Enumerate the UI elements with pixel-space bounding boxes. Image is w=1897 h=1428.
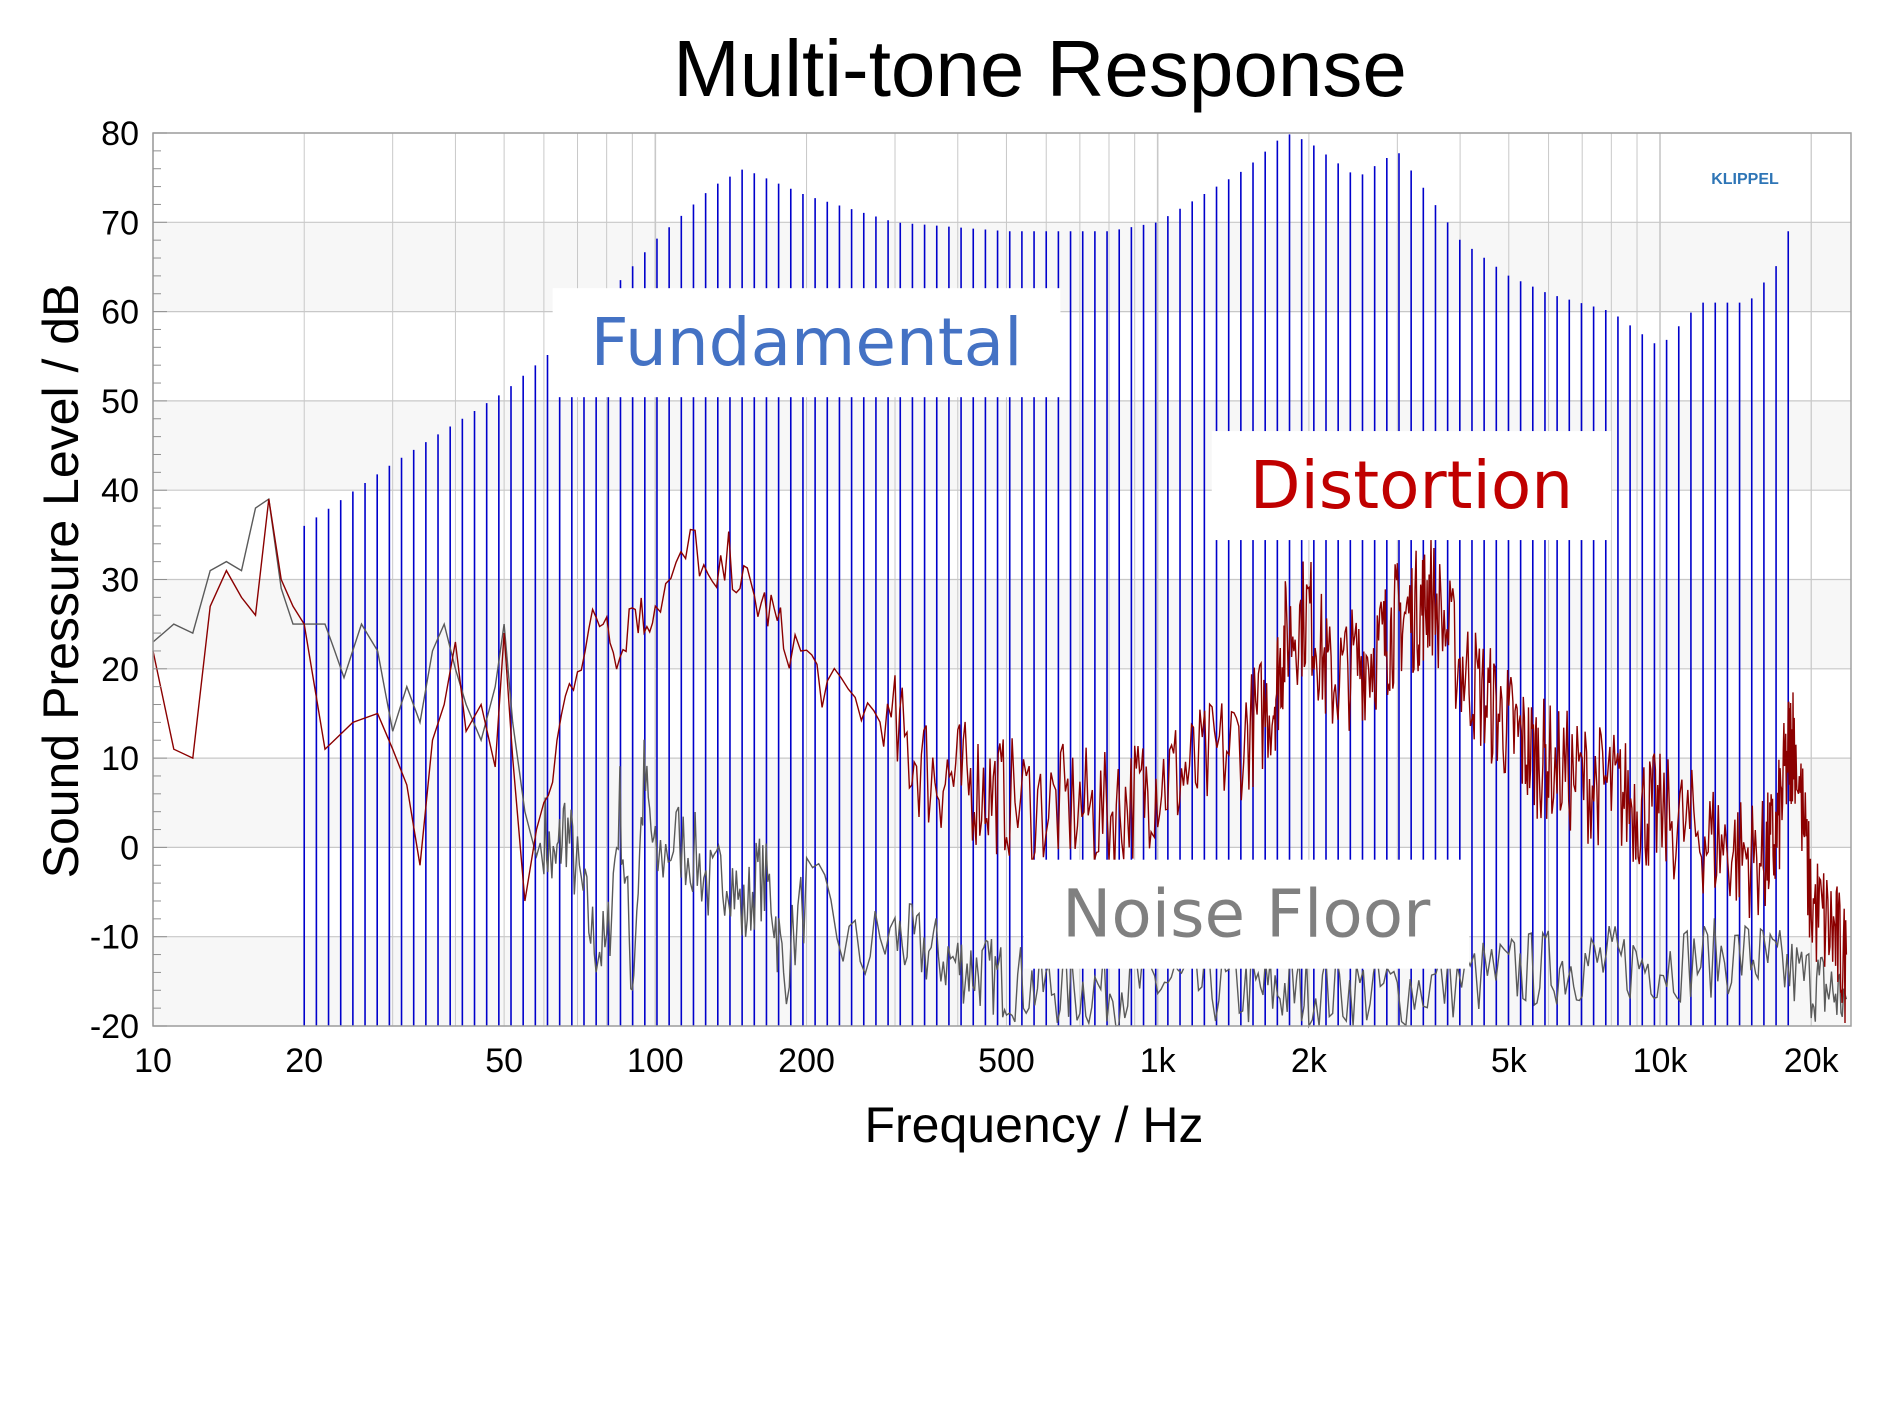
distortion-line <box>152 498 1848 1024</box>
y-tick-label: -10 <box>90 919 139 957</box>
y-tick-label: 30 <box>101 562 139 600</box>
y-tick-label: 20 <box>101 651 139 689</box>
series-distortion <box>152 498 1848 1024</box>
x-tick-label: 1k <box>1140 1042 1177 1080</box>
y-tick-label: 50 <box>101 383 139 421</box>
annotation-label: Fundamental <box>591 304 1023 381</box>
noise-floor-line <box>152 497 1848 1029</box>
x-tick-label: 50 <box>485 1042 523 1080</box>
x-tick-label: 2k <box>1291 1042 1328 1080</box>
x-tick-label: 20k <box>1784 1042 1840 1080</box>
chart-title: Multi-tone Response <box>673 24 1407 113</box>
annotation-label: Noise Floor <box>1062 876 1431 953</box>
y-tick-label: 40 <box>101 472 139 510</box>
x-tick-label: 100 <box>627 1042 684 1080</box>
annotation-box <box>1023 859 1470 969</box>
x-tick-label: 200 <box>778 1042 835 1080</box>
band <box>153 579 1851 669</box>
annotation-noise-floor: Noise Floor <box>1023 859 1470 969</box>
x-tick-label: 20 <box>285 1042 323 1080</box>
y-axis-title: Sound Pressure Level / dB <box>33 284 89 879</box>
brand-klippel: KLIPPEL <box>1711 171 1779 188</box>
y-tick-label: -20 <box>90 1008 139 1046</box>
annotation-fundamental: Fundamental <box>552 288 1061 398</box>
x-tick-label: 10 <box>134 1042 172 1080</box>
x-axis-title: Frequency / Hz <box>864 1097 1203 1153</box>
annotation-box <box>1211 431 1612 541</box>
annotation-label: Distortion <box>1250 447 1573 524</box>
series-noise-floor <box>152 497 1848 1029</box>
y-tick-label: 60 <box>101 294 139 332</box>
x-tick-label: 500 <box>978 1042 1035 1080</box>
y-tick-label: 70 <box>101 204 139 242</box>
y-tick-label: 10 <box>101 740 139 778</box>
annotations: Fundamental Distortion Noise Floor <box>552 288 1612 969</box>
y-axis-ticks: 80 70 60 50 40 30 20 10 0 -10 -20 <box>90 115 139 1046</box>
x-tick-label: 10k <box>1633 1042 1689 1080</box>
y-tick-label: 0 <box>120 829 139 867</box>
annotation-box <box>552 288 1061 398</box>
plot-frame <box>152 132 1852 1027</box>
annotation-distortion: Distortion <box>1211 431 1612 541</box>
y-tick-label: 80 <box>101 115 139 153</box>
x-axis-ticks: 10 20 50 100 200 500 1k 2k 5k 10k 20k <box>134 1042 1840 1080</box>
x-tick-label: 5k <box>1491 1042 1528 1080</box>
